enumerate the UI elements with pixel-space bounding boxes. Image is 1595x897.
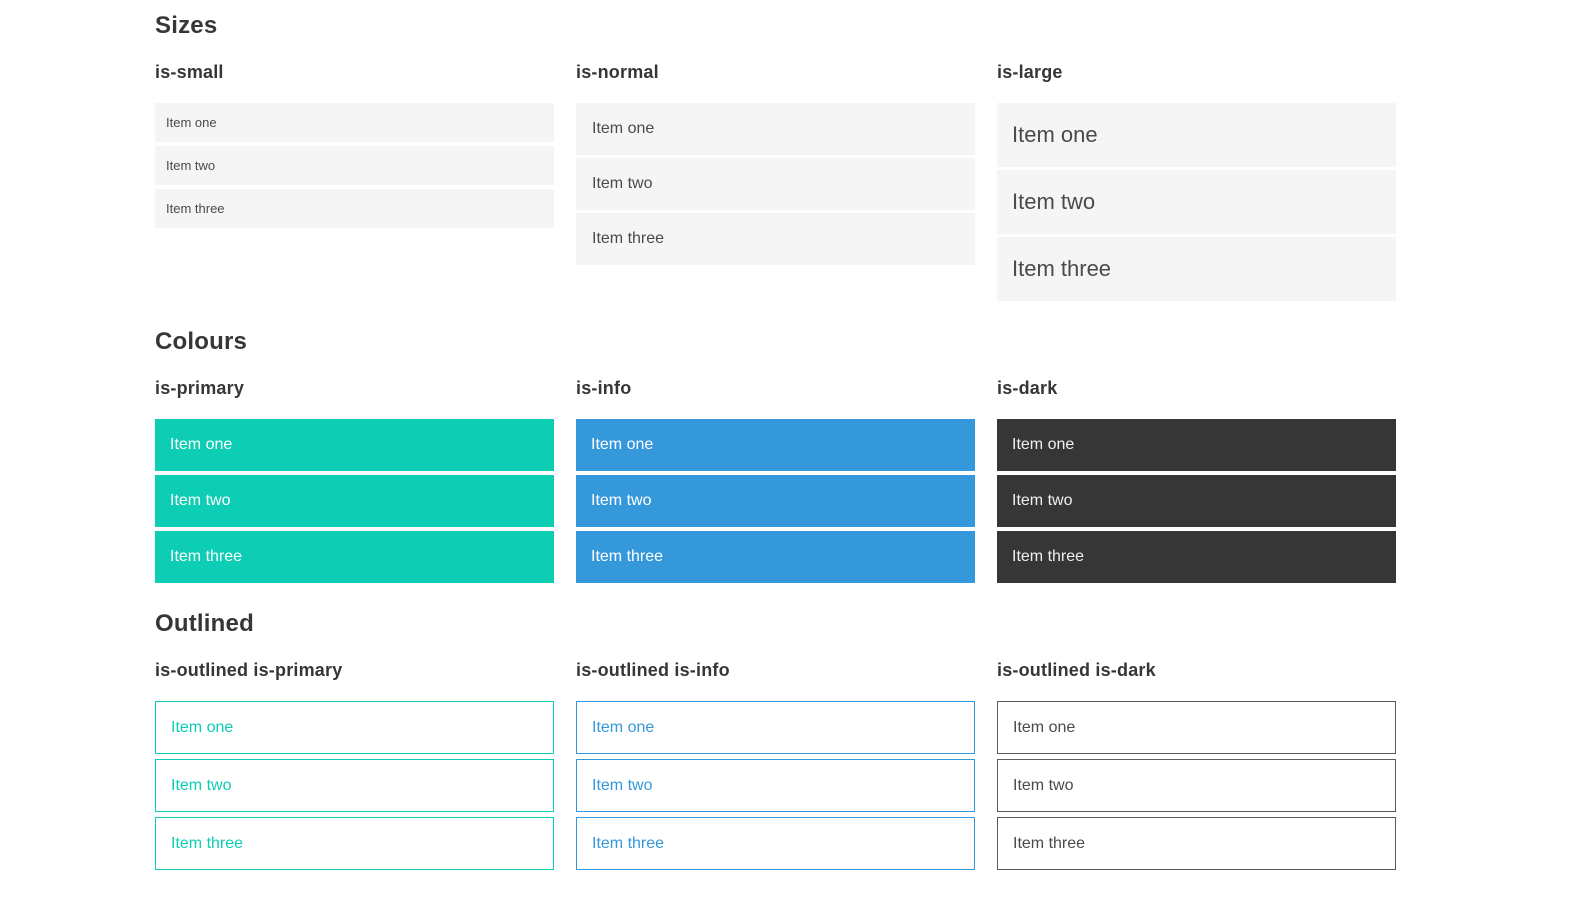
list-item[interactable]: Item one bbox=[997, 419, 1396, 471]
list-item[interactable]: Item two bbox=[155, 475, 554, 527]
list-item[interactable]: Item three bbox=[155, 189, 554, 228]
list-item[interactable]: Item one bbox=[576, 701, 975, 754]
group-label-is-primary: is-primary bbox=[155, 378, 245, 398]
list-item[interactable]: Item three bbox=[576, 817, 975, 870]
section-sizes: Sizes is-small Item one Item two Item th… bbox=[155, 12, 1396, 301]
column-is-outlined-is-primary: is-outlined is-primary Item one Item two… bbox=[155, 660, 554, 870]
item-list-outlined-info: Item one Item two Item three bbox=[576, 701, 975, 870]
column-is-dark: is-dark Item one Item two Item three bbox=[997, 378, 1396, 583]
list-item[interactable]: Item one bbox=[155, 103, 554, 142]
list-item[interactable]: Item two bbox=[155, 146, 554, 185]
column-is-primary: is-primary Item one Item two Item three bbox=[155, 378, 554, 583]
list-item[interactable]: Item one bbox=[997, 103, 1396, 167]
list-item[interactable]: Item one bbox=[155, 701, 554, 754]
item-list-small: Item one Item two Item three bbox=[155, 103, 554, 228]
list-item[interactable]: Item two bbox=[576, 759, 975, 812]
group-label-is-info: is-info bbox=[576, 378, 632, 398]
list-item[interactable]: Item three bbox=[576, 213, 975, 265]
item-list-dark: Item one Item two Item three bbox=[997, 419, 1396, 583]
item-list-normal: Item one Item two Item three bbox=[576, 103, 975, 265]
item-list-outlined-dark: Item one Item two Item three bbox=[997, 701, 1396, 870]
section-outlined: Outlined is-outlined is-primary Item one… bbox=[155, 610, 1396, 870]
item-list-large: Item one Item two Item three bbox=[997, 103, 1396, 301]
list-item[interactable]: Item one bbox=[155, 419, 554, 471]
group-label-is-outlined-is-dark: is-outlined is-dark bbox=[997, 660, 1156, 680]
section-title-colours: Colours bbox=[155, 328, 248, 355]
list-item[interactable]: Item two bbox=[576, 475, 975, 527]
section-title-sizes: Sizes bbox=[155, 12, 218, 39]
sizes-grid: is-small Item one Item two Item three is… bbox=[155, 62, 1396, 301]
group-label-is-outlined-is-info: is-outlined is-info bbox=[576, 660, 730, 680]
column-is-outlined-is-dark: is-outlined is-dark Item one Item two It… bbox=[997, 660, 1396, 870]
column-is-outlined-is-info: is-outlined is-info Item one Item two It… bbox=[576, 660, 975, 870]
group-label-is-dark: is-dark bbox=[997, 378, 1058, 398]
list-item[interactable]: Item two bbox=[576, 158, 975, 210]
group-label-is-small: is-small bbox=[155, 62, 224, 82]
list-item[interactable]: Item three bbox=[576, 531, 975, 583]
column-is-large: is-large Item one Item two Item three bbox=[997, 62, 1396, 301]
page-content: Sizes is-small Item one Item two Item th… bbox=[155, 0, 1396, 870]
group-label-is-normal: is-normal bbox=[576, 62, 659, 82]
list-item[interactable]: Item one bbox=[997, 701, 1396, 754]
list-item[interactable]: Item one bbox=[576, 419, 975, 471]
outlined-grid: is-outlined is-primary Item one Item two… bbox=[155, 660, 1396, 870]
list-item[interactable]: Item two bbox=[997, 475, 1396, 527]
list-item[interactable]: Item two bbox=[997, 759, 1396, 812]
column-is-info: is-info Item one Item two Item three bbox=[576, 378, 975, 583]
list-item[interactable]: Item two bbox=[155, 759, 554, 812]
list-item[interactable]: Item three bbox=[155, 817, 554, 870]
column-is-small: is-small Item one Item two Item three bbox=[155, 62, 554, 301]
group-label-is-outlined-is-primary: is-outlined is-primary bbox=[155, 660, 343, 680]
list-item[interactable]: Item three bbox=[997, 531, 1396, 583]
item-list-outlined-primary: Item one Item two Item three bbox=[155, 701, 554, 870]
group-label-is-large: is-large bbox=[997, 62, 1063, 82]
item-list-primary: Item one Item two Item three bbox=[155, 419, 554, 583]
list-item[interactable]: Item three bbox=[997, 817, 1396, 870]
list-item[interactable]: Item two bbox=[997, 170, 1396, 234]
list-item[interactable]: Item three bbox=[997, 237, 1396, 301]
list-item[interactable]: Item three bbox=[155, 531, 554, 583]
section-colours: Colours is-primary Item one Item two Ite… bbox=[155, 328, 1396, 583]
item-list-info: Item one Item two Item three bbox=[576, 419, 975, 583]
list-item[interactable]: Item one bbox=[576, 103, 975, 155]
colours-grid: is-primary Item one Item two Item three … bbox=[155, 378, 1396, 583]
section-title-outlined: Outlined bbox=[155, 610, 254, 637]
column-is-normal: is-normal Item one Item two Item three bbox=[576, 62, 975, 301]
